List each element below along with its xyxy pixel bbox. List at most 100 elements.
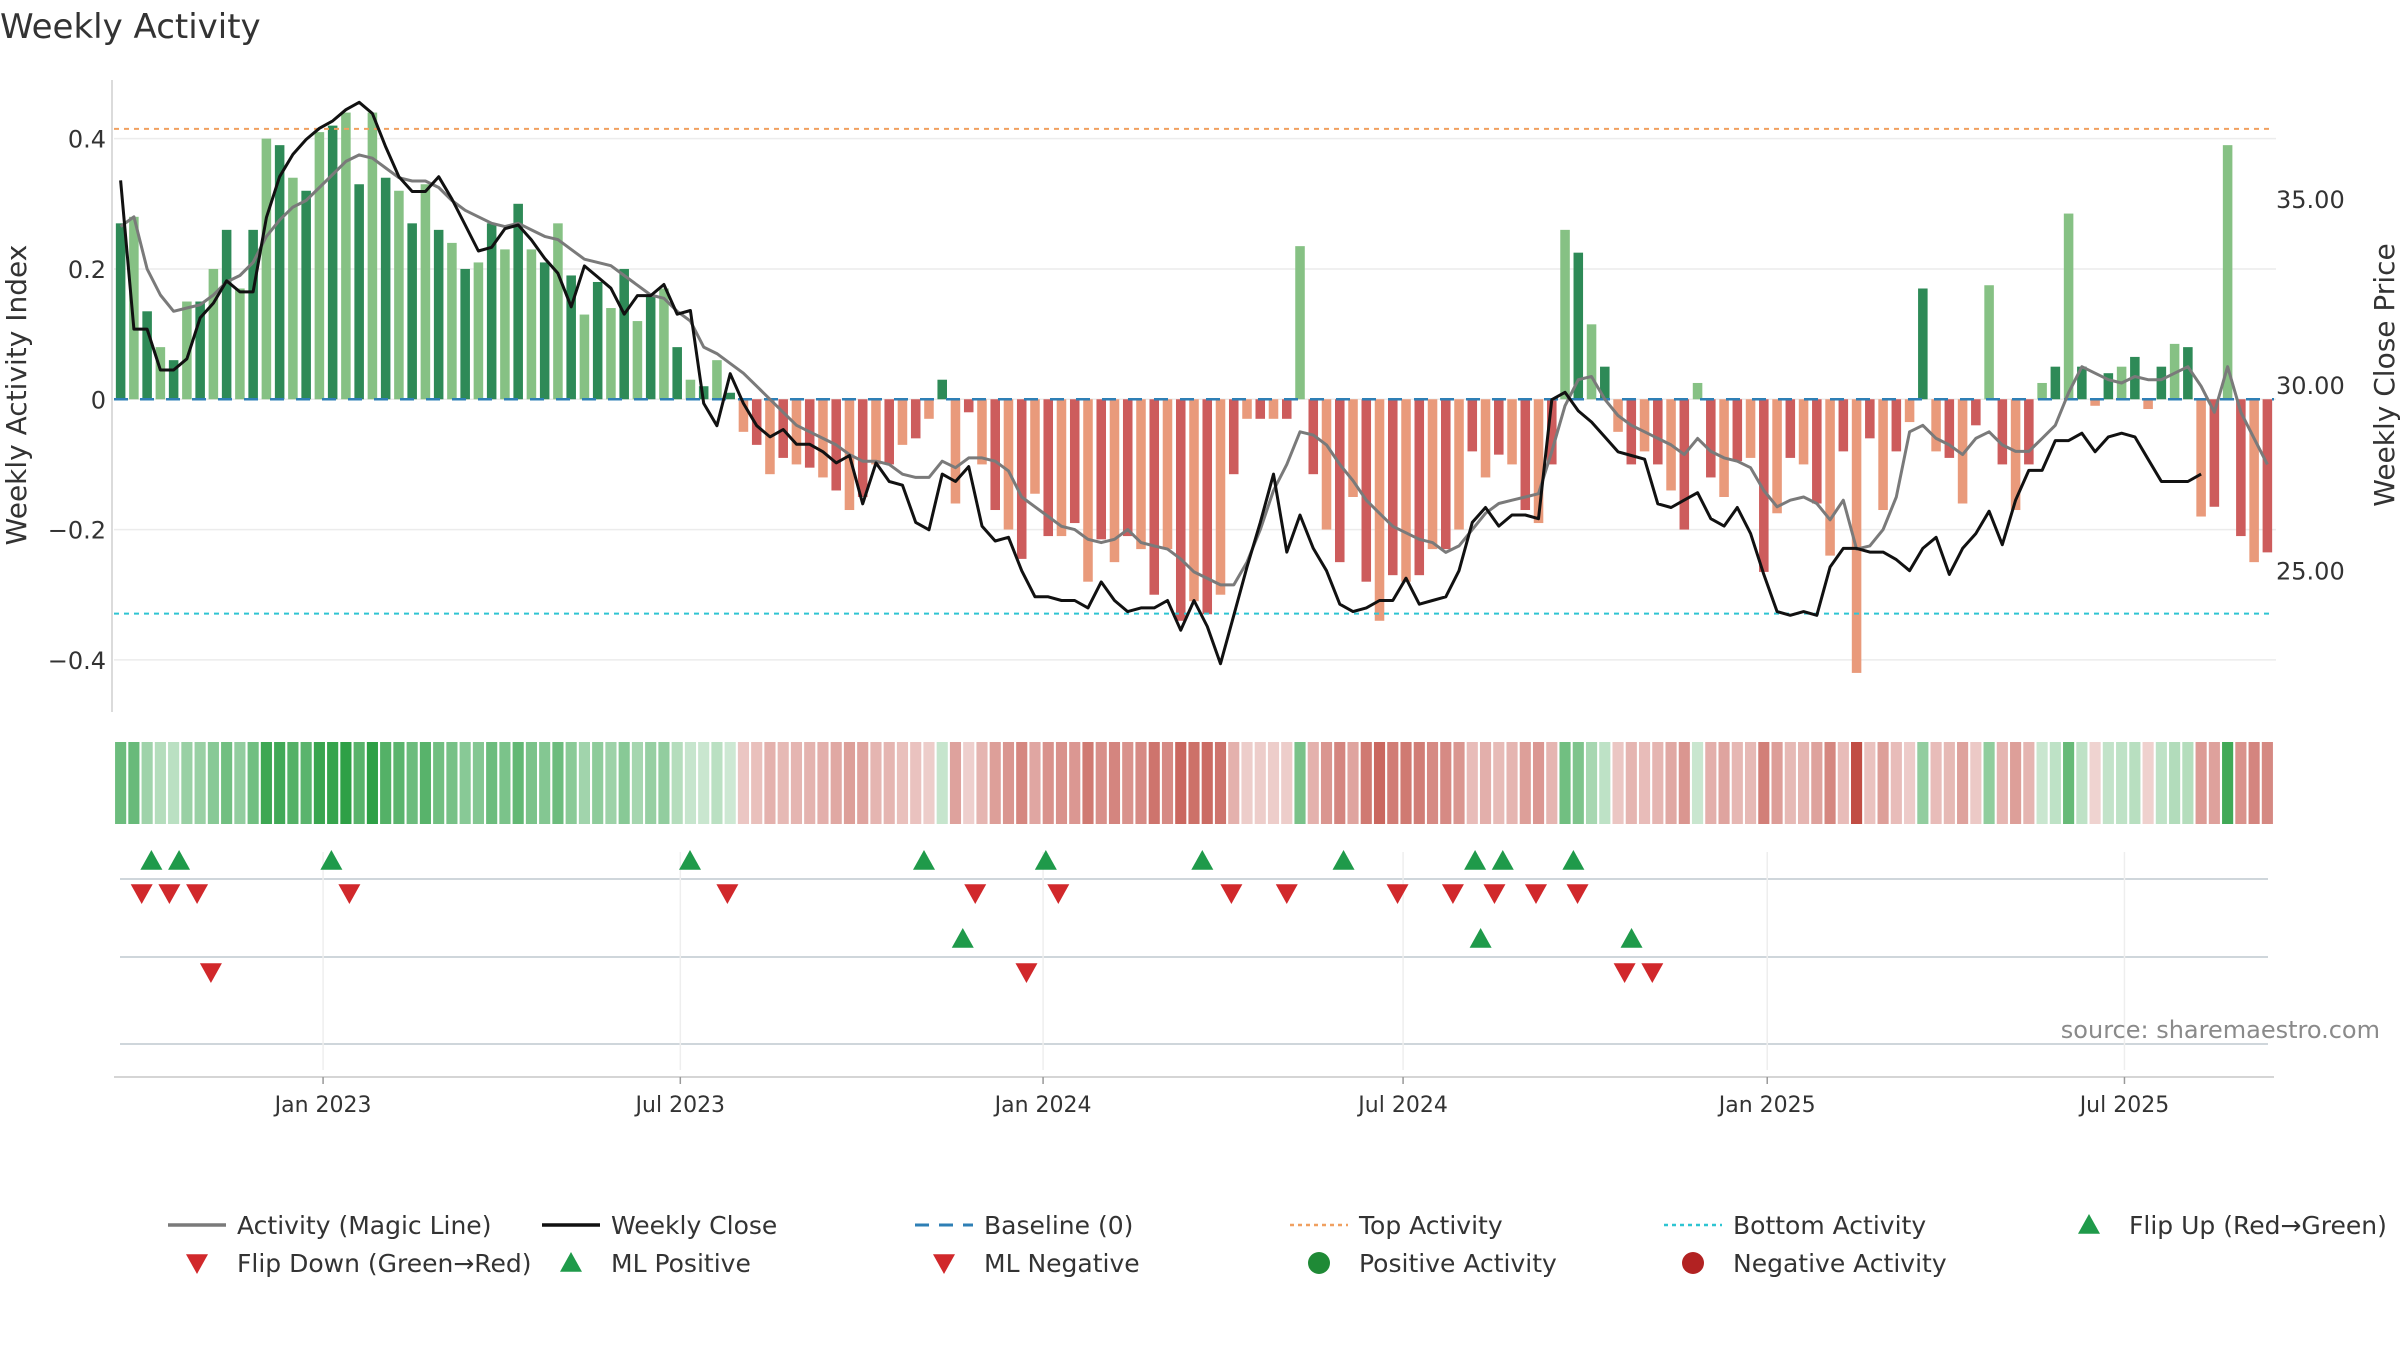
flip-down-marker (1386, 884, 1409, 904)
heat-cell (1705, 742, 1717, 824)
activity-bar (1653, 399, 1663, 465)
legend-label: Baseline (0) (984, 1211, 1133, 1240)
heat-cell (1016, 742, 1028, 824)
activity-bar (1096, 399, 1107, 540)
left-axis-label: Weekly Activity Index (0, 245, 33, 546)
activity-bar (1600, 366, 1610, 400)
heat-cell (1930, 742, 1942, 824)
activity-bar (261, 138, 272, 400)
activity-bar (1175, 399, 1186, 621)
activity-heat-strip (115, 742, 2273, 824)
activity-bar (1348, 399, 1358, 497)
activity-bar (420, 184, 431, 400)
heat-cell (605, 742, 617, 824)
activity-bar (2024, 399, 2034, 465)
activity-bar (2156, 366, 2167, 400)
heat-cell (1228, 742, 1240, 824)
heat-cell (2049, 742, 2061, 824)
heat-cell (1188, 742, 1200, 824)
heat-cell (1440, 742, 1452, 824)
activity-bar (1122, 399, 1133, 537)
heat-cell (684, 742, 697, 824)
activity-bar (2249, 399, 2259, 563)
heat-cell (552, 742, 564, 824)
flip-down-marker (964, 884, 987, 904)
activity-bar (2037, 382, 2047, 400)
heat-cell (472, 742, 484, 824)
activity-bar (1706, 399, 1716, 478)
heat-cell (1214, 742, 1227, 824)
left-tick-label: 0 (91, 386, 106, 414)
legend-swatch (1308, 1252, 1330, 1274)
activity-bar (1533, 399, 1544, 524)
activity-bar (937, 379, 947, 400)
heat-cell (1943, 742, 1955, 824)
heat-cell (1135, 742, 1147, 824)
activity-bar (1149, 399, 1160, 595)
activity-bar (592, 281, 603, 400)
activity-bar (314, 132, 325, 400)
heat-cell (486, 742, 498, 824)
legend-label: Negative Activity (1733, 1249, 1947, 1278)
flip-down-marker (1220, 884, 1243, 904)
ml-negative-marker (1015, 963, 1038, 983)
heat-cell (313, 742, 325, 824)
activity-bar (1944, 399, 1955, 458)
heat-cell (141, 742, 153, 824)
heat-cell (1665, 742, 1677, 824)
activity-bar (990, 399, 1000, 511)
heat-cell (1811, 742, 1823, 824)
heat-cell (618, 742, 630, 824)
heat-cell (221, 742, 233, 824)
heat-cell (1254, 742, 1266, 824)
activity-bar (1865, 399, 1875, 439)
activity-bar (698, 386, 709, 400)
heat-cell (1201, 742, 1213, 824)
heat-cell (1426, 742, 1439, 824)
left-tick-label: −0.4 (48, 647, 106, 675)
heat-cell (1029, 742, 1041, 824)
activity-bar (1547, 399, 1557, 465)
activity-bar (884, 399, 894, 465)
flip-down-marker (1275, 884, 1298, 904)
activity-bar (301, 190, 311, 400)
activity-bar (725, 392, 735, 400)
heat-cell (857, 742, 869, 824)
activity-bar (433, 229, 444, 400)
left-axis-ticks: 0.4 0.2 0 −0.2 −0.4 (48, 126, 106, 675)
activity-bar (1692, 382, 1703, 400)
heat-cell (1585, 742, 1598, 824)
event-panels (114, 852, 2274, 1078)
activity-bar (950, 399, 961, 504)
activity-bar (500, 249, 510, 400)
heat-cell (1744, 742, 1757, 824)
flip-up-marker (1491, 850, 1514, 870)
x-tick-label: Jan 2024 (993, 1093, 1092, 1118)
activity-bar (115, 223, 126, 400)
heat-cell (2235, 742, 2247, 824)
heat-cell (1479, 742, 1492, 824)
heat-cell (2102, 742, 2114, 824)
heat-cell (565, 742, 577, 824)
activity-bar (1334, 399, 1345, 563)
activity-bar (1719, 399, 1729, 497)
activity-bar (606, 308, 616, 400)
heat-cell (1493, 742, 1505, 824)
heat-cell (287, 742, 299, 824)
activity-bar (2222, 145, 2233, 400)
activity-bar (168, 360, 179, 400)
heat-cell (393, 742, 405, 824)
activity-bar (2183, 347, 2193, 400)
legend-swatch (186, 1254, 208, 1274)
activity-bar (1971, 399, 1981, 426)
heat-cell (737, 742, 750, 824)
heat-cell (1652, 742, 1664, 824)
flip-down-marker (338, 884, 361, 904)
activity-bar (221, 229, 232, 400)
heat-cell (1069, 742, 1081, 824)
activity-bar (1228, 399, 1239, 475)
heat-cell (1267, 742, 1280, 824)
heat-cell (2248, 742, 2260, 824)
activity-bar (248, 229, 258, 400)
heat-cell (539, 742, 551, 824)
